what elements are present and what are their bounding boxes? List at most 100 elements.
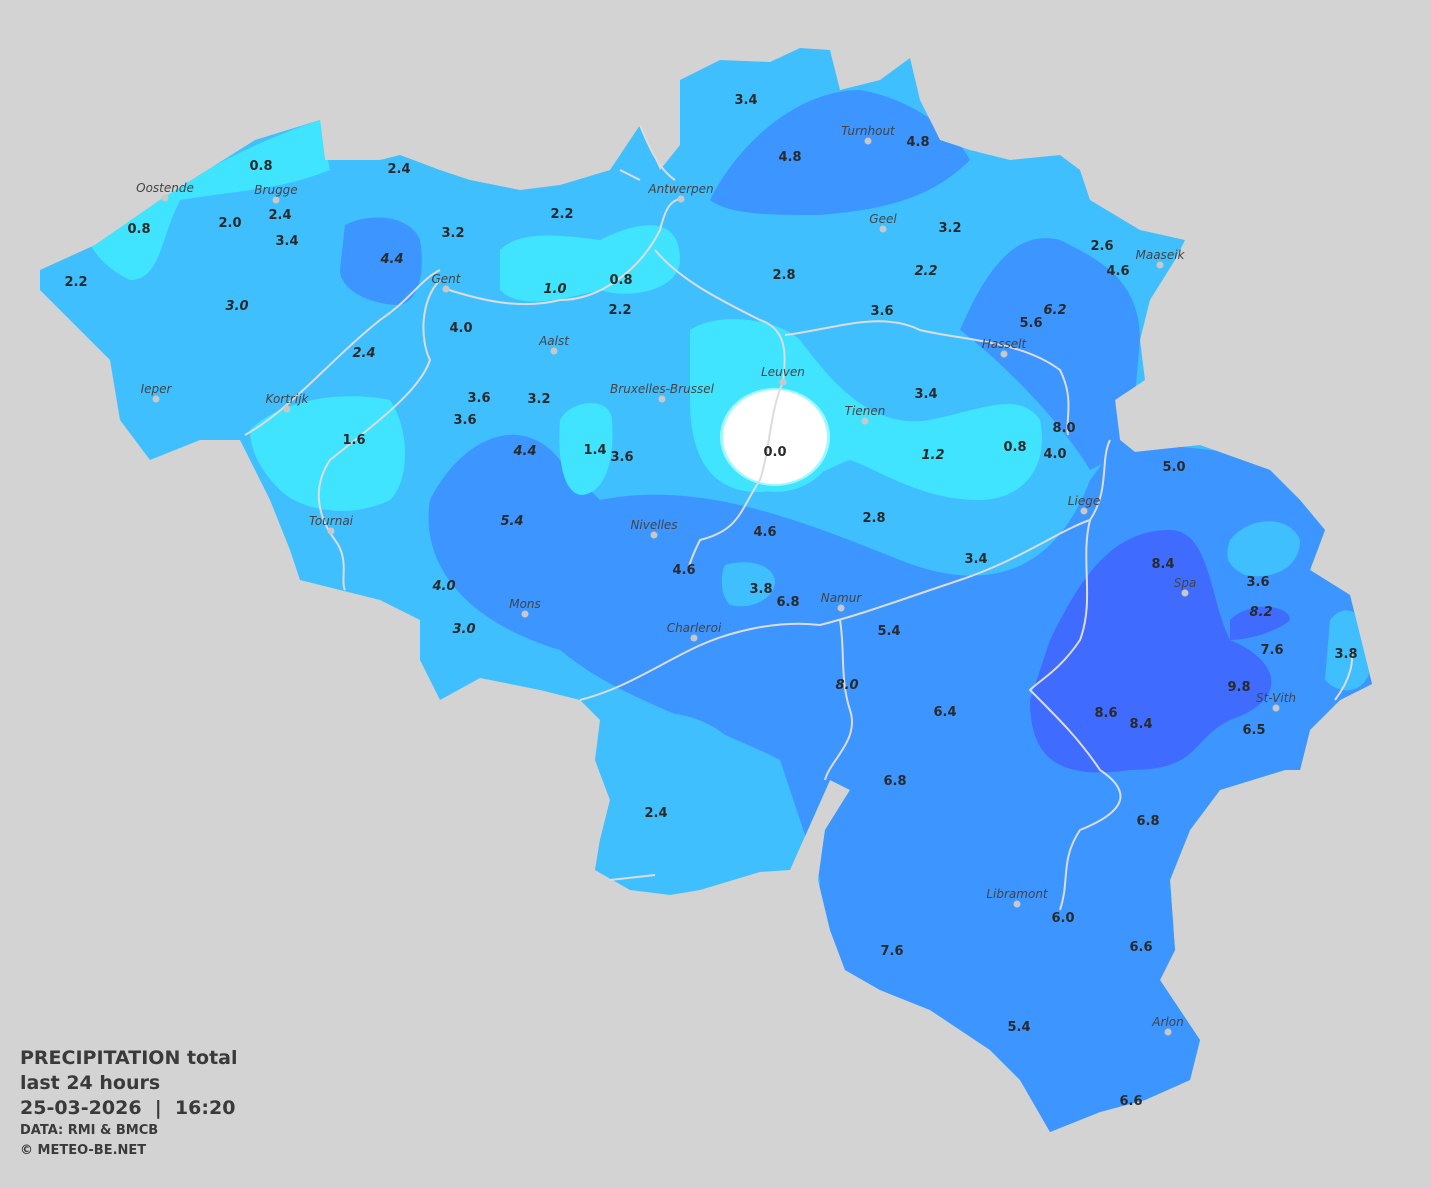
dark-zone-ardennes — [1030, 530, 1272, 773]
city-label: Leuven — [761, 365, 805, 379]
precip-value: 3.6 — [467, 391, 490, 406]
city-dot — [837, 604, 845, 612]
city-label: Bruxelles-Brussel — [610, 382, 715, 396]
precip-value: 6.8 — [1136, 814, 1159, 829]
precip-value: 3.4 — [914, 387, 937, 402]
precip-value: 2.2 — [64, 275, 87, 290]
city-label: Tienen — [845, 404, 886, 418]
river — [317, 279, 441, 591]
medium-zone-north — [710, 90, 970, 215]
light-zone-east — [1227, 521, 1300, 577]
city-dot — [272, 196, 280, 204]
medium-zone-east — [960, 238, 1140, 470]
city-label: Gent — [432, 272, 462, 286]
city-label: Charleroi — [667, 621, 722, 635]
city-label: Spa — [1174, 576, 1197, 590]
precip-value: 4.6 — [672, 563, 695, 578]
precip-value: 3.2 — [441, 226, 464, 241]
city-dot — [1272, 704, 1280, 712]
city-label: Tournai — [309, 514, 354, 528]
precip-value: 2.2 — [608, 303, 631, 318]
precip-value: 2.4 — [352, 346, 375, 361]
precip-value: 6.6 — [1129, 940, 1152, 955]
city-label: Arlon — [1151, 1015, 1183, 1029]
precip-value: 8.4 — [1129, 717, 1152, 732]
city-label: Mons — [509, 597, 541, 611]
precip-value: 8.0 — [835, 678, 858, 693]
precip-value: 0.8 — [249, 159, 272, 174]
precip-value: 1.0 — [543, 282, 566, 297]
city-label: Namur — [821, 591, 863, 605]
precip-value: 2.4 — [387, 162, 410, 177]
precip-value: 3.4 — [275, 234, 298, 249]
precip-value: 5.4 — [877, 624, 900, 639]
precip-value: 7.6 — [880, 944, 903, 959]
dry-zone-leuven — [723, 390, 827, 484]
precip-value: 7.6 — [1260, 643, 1283, 658]
legend-copyright: © METEO-BE.NET — [20, 1143, 147, 1158]
city-label: Ieper — [141, 382, 173, 396]
precip-value: 2.2 — [550, 207, 573, 222]
precip-value: 2.0 — [218, 216, 241, 231]
city-label: Liege — [1068, 494, 1100, 508]
city-dot — [327, 527, 335, 535]
precip-value: 3.0 — [452, 622, 475, 637]
precip-value: 6.2 — [1043, 303, 1066, 318]
city-dot — [152, 395, 160, 403]
medium-zone-west — [340, 217, 422, 305]
precip-value: 2.4 — [644, 806, 667, 821]
precip-value: 0.8 — [127, 222, 150, 237]
city-dot — [1013, 900, 1021, 908]
light-zone-south — [590, 712, 770, 890]
river — [609, 874, 656, 881]
precip-value: 4.0 — [431, 579, 455, 594]
cyan-zone-scheldt — [500, 225, 680, 302]
precip-value: 6.8 — [883, 774, 906, 789]
city-dot — [161, 194, 169, 202]
precip-value: 6.6 — [1119, 1094, 1142, 1109]
city-markers: Oostende Brugge Antwerpen Turnhout Geel Maase… — [136, 124, 1296, 1036]
city-dot — [1000, 350, 1008, 358]
precipitation-values: 3.4 4.8 4.8 0.8 2.4 2.4 2.0 0.8 3.4 3.2 2.2 3.2 2.6 4… — [64, 93, 1357, 1109]
precip-value: 6.0 — [1051, 911, 1074, 926]
precip-value: 4.8 — [778, 150, 801, 165]
city-label: Oostende — [136, 181, 194, 195]
precip-value: 4.6 — [1106, 264, 1129, 279]
city-dot — [550, 347, 558, 355]
river — [579, 439, 1111, 701]
precip-value: 3.4 — [734, 93, 757, 108]
precip-value: 2.8 — [862, 511, 885, 526]
precip-value: 0.8 — [609, 273, 632, 288]
precip-value: 1.6 — [342, 433, 365, 448]
city-label: Antwerpen — [647, 182, 713, 196]
city-label: Aalst — [538, 334, 570, 348]
precip-value: 2.2 — [914, 264, 937, 279]
city-dot — [677, 195, 685, 203]
city-dot — [1080, 507, 1088, 515]
city-label: Kortrijk — [266, 392, 310, 406]
city-label: Hasselt — [982, 337, 1028, 351]
city-label: Nivelles — [630, 518, 677, 532]
precip-value: 4.0 — [1043, 447, 1066, 462]
precip-value: 0.8 — [1003, 440, 1026, 455]
river — [824, 619, 853, 781]
city-dot — [1164, 1028, 1172, 1036]
precip-value: 4.4 — [512, 444, 536, 459]
city-label: Brugge — [254, 183, 297, 197]
city-label: Geel — [869, 212, 897, 226]
river — [244, 269, 441, 436]
city-dot — [779, 378, 787, 386]
river — [1334, 649, 1353, 701]
precip-value: 8.2 — [1249, 605, 1272, 620]
city-label: Maaseik — [1136, 248, 1186, 262]
city-dot — [879, 225, 887, 233]
river — [445, 198, 682, 306]
precip-value: 4.8 — [906, 135, 929, 150]
precip-value: 6.4 — [933, 705, 956, 720]
legend-datetime: 25-03-2026 | 16:20 — [20, 1097, 236, 1119]
precip-value: 8.6 — [1094, 706, 1117, 721]
precip-value: 3.8 — [749, 582, 772, 597]
city-dot — [658, 395, 666, 403]
precip-value: 2.6 — [1090, 239, 1113, 254]
